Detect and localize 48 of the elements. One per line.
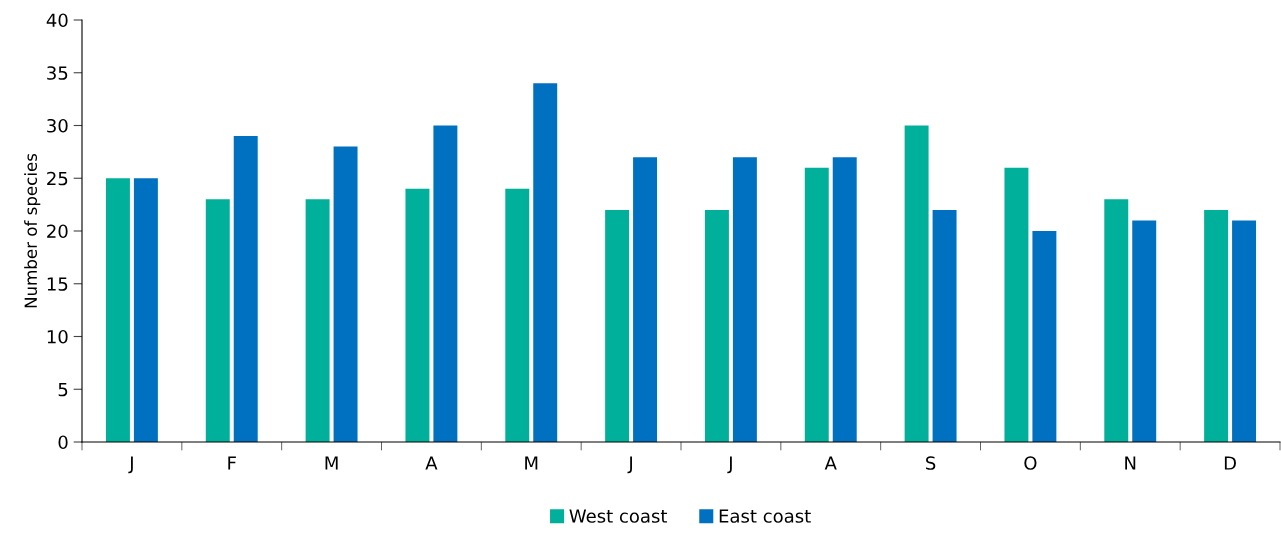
x-tick-label: O	[1024, 456, 1037, 470]
bar	[205, 199, 230, 442]
legend-label: East coast	[719, 509, 811, 523]
bar	[732, 157, 757, 442]
bar	[233, 136, 258, 442]
bar	[804, 167, 829, 442]
x-tick-label: J	[128, 456, 133, 474]
bar	[704, 209, 729, 442]
bar	[633, 157, 658, 442]
x-tick-label: S	[926, 456, 936, 470]
bar	[105, 178, 130, 442]
bar	[133, 178, 158, 442]
bar	[832, 157, 857, 442]
bar	[405, 188, 430, 442]
y-tick-label: 35	[47, 66, 68, 80]
x-tick-label: J	[727, 456, 732, 474]
y-tick-label: 0	[58, 435, 68, 450]
bar	[1204, 209, 1229, 442]
y-tick-label: 10	[47, 329, 68, 344]
y-tick-label: 5	[58, 382, 68, 397]
bar	[605, 209, 630, 442]
x-tick-label: M	[325, 456, 338, 470]
bar	[1104, 199, 1129, 442]
x-tick-label: A	[425, 456, 438, 470]
y-tick-label: 40	[46, 13, 68, 28]
bar	[333, 146, 358, 442]
x-tick-label: A	[824, 456, 837, 470]
bar	[1004, 167, 1029, 442]
legend-label: West coast	[569, 509, 668, 523]
bar	[1232, 220, 1257, 442]
bar	[305, 199, 330, 442]
x-tick-label: F	[228, 456, 236, 470]
bar	[1132, 220, 1157, 442]
bar	[932, 209, 957, 442]
y-tick-label: 30	[47, 118, 68, 133]
bar	[433, 125, 458, 442]
x-tick-label: N	[1125, 456, 1136, 470]
x-tick-label: D	[1224, 456, 1236, 470]
y-axis-title: Number of species	[24, 153, 41, 308]
bar	[505, 188, 530, 442]
bar	[1032, 231, 1057, 442]
y-tick-label: 20	[47, 224, 68, 239]
bar	[533, 83, 558, 442]
y-tick-label: 25	[47, 171, 68, 186]
y-tick-label: 15	[47, 277, 68, 291]
bar	[904, 125, 929, 442]
x-tick-label: M	[525, 456, 538, 470]
x-tick-label: J	[627, 456, 632, 474]
